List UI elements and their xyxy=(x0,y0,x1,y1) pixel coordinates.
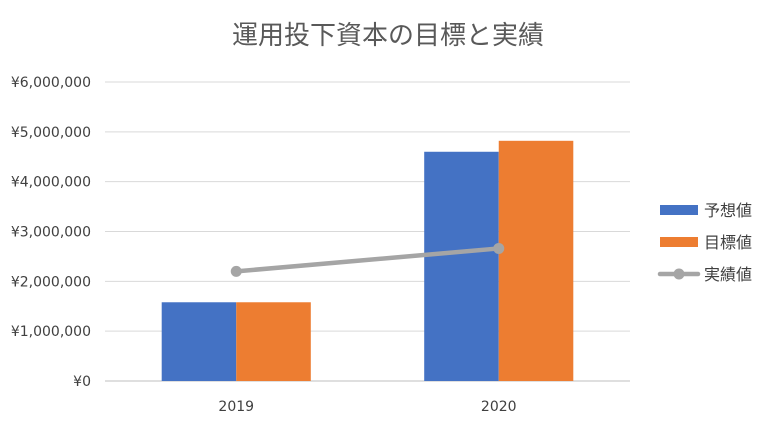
bar-1-0 xyxy=(236,302,311,381)
y-axis: ¥0 ¥1,000,000 ¥2,000,000 ¥3,000,000 ¥4,000,0… xyxy=(11,75,91,390)
line-series xyxy=(230,242,505,277)
legend-label-2: 実績値 xyxy=(704,265,752,284)
legend-swatch-0 xyxy=(660,205,698,215)
line-point-2-1 xyxy=(493,242,505,254)
legend-label-0: 予想値 xyxy=(704,201,752,220)
bar-0-1 xyxy=(424,151,499,381)
series-line-2 xyxy=(234,246,501,274)
y-tick-label: ¥3,000,000 xyxy=(11,225,91,241)
legend-label-1: 目標値 xyxy=(704,233,752,252)
y-tick-label: ¥4,000,000 xyxy=(11,175,91,191)
x-axis: 2019 2020 xyxy=(218,399,516,415)
chart-title: 運用投下資本の目標と実績 xyxy=(232,21,544,51)
y-tick-label: ¥2,000,000 xyxy=(11,274,91,290)
legend-marker-2 xyxy=(673,268,685,280)
y-tick-label: ¥5,000,000 xyxy=(11,125,91,141)
y-tick-label: ¥1,000,000 xyxy=(11,324,91,340)
bar-1-1 xyxy=(498,140,574,381)
y-tick-label: ¥0 xyxy=(73,374,91,390)
x-tick-label: 2019 xyxy=(218,399,254,415)
bars xyxy=(161,140,574,381)
line-point-2-0 xyxy=(230,265,242,277)
bar-0-0 xyxy=(161,302,237,381)
y-tick-label: ¥6,000,000 xyxy=(11,75,91,91)
x-tick-label: 2020 xyxy=(481,399,517,415)
legend-swatch-1 xyxy=(660,237,698,247)
